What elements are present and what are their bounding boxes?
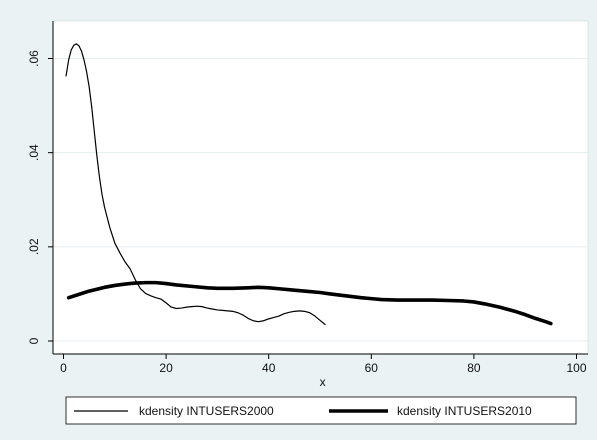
plot-area — [52, 20, 589, 355]
x-tick-label: 0 — [60, 361, 67, 375]
series-line-kdensity-intusers2000 — [65, 43, 326, 326]
y-tick-label: .06 — [27, 50, 41, 67]
series-line-kdensity-intusers2010 — [66, 280, 553, 326]
x-axis-title: x — [320, 375, 326, 389]
x-tick-label: 80 — [467, 361, 481, 375]
y-tick-label: 0 — [27, 337, 41, 344]
y-tick-label: .02 — [27, 238, 41, 255]
y-tick-label: .04 — [27, 144, 41, 161]
x-tick-label: 60 — [365, 361, 379, 375]
x-tick-label: 100 — [566, 361, 586, 375]
legend-label: kdensity INTUSERS2000 — [139, 404, 274, 418]
x-tick-label: 20 — [159, 361, 173, 375]
legend-box — [65, 396, 577, 425]
x-tick-label: 40 — [262, 361, 276, 375]
legend-label: kdensity INTUSERS2010 — [397, 404, 532, 418]
